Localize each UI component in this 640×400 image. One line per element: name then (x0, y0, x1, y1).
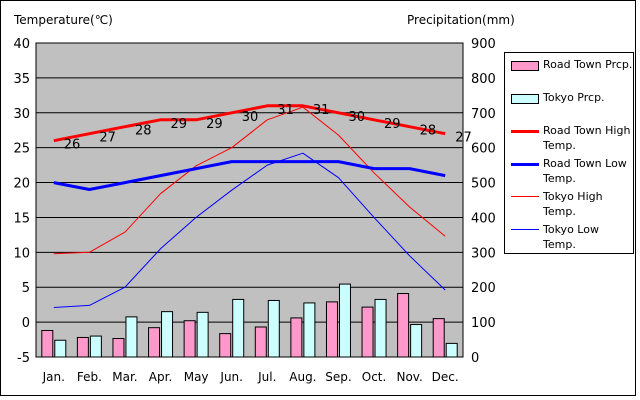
legend: Road Town Prcp. Tokyo Prcp. Road Town High… (504, 52, 634, 254)
legend-label: Tokyo Low Temp. (543, 223, 599, 251)
bar-road-town-precip (361, 306, 374, 358)
bar-tokyo-precip (196, 311, 209, 358)
left-tick-label: 10 (13, 246, 30, 261)
legend-line-swatch (511, 229, 539, 230)
legend-label: Road Town High Temp. (543, 124, 631, 152)
right-tick-label: 400 (471, 211, 496, 226)
x-tick-label: Sep. (325, 370, 351, 384)
x-tick-label: Feb. (77, 370, 102, 384)
bar-tokyo-precip (445, 342, 458, 358)
right-tick-label: 600 (471, 142, 496, 157)
x-tick-label: May (184, 370, 209, 384)
x-tick-label: Nov. (396, 370, 422, 384)
series-line-tokyo-high-temp (53, 106, 446, 255)
left-tick-label: -5 (17, 351, 30, 366)
series-line-road-town-high-temp (53, 104, 446, 143)
legend-label: Tokyo Prcp. (543, 91, 605, 104)
x-tick-label: Mar. (112, 370, 137, 384)
data-label: 28 (135, 124, 152, 139)
x-tick-label: Oct. (362, 370, 387, 384)
series-line-tokyo-low-temp (53, 152, 446, 308)
left-tick-label: 30 (13, 107, 30, 122)
x-tick-label: Apr. (149, 370, 172, 384)
data-label: 31 (277, 103, 294, 118)
left-tick-label: 5 (22, 281, 30, 296)
legend-label: Road Town Low Temp. (543, 157, 627, 185)
data-label: 30 (348, 110, 365, 125)
bar-road-town-precip (148, 327, 161, 358)
right-tick-label: 200 (471, 281, 496, 296)
bar-tokyo-precip (89, 335, 102, 358)
legend-line-swatch (511, 163, 539, 166)
data-label: 29 (384, 117, 401, 132)
right-tick-label: 800 (471, 72, 496, 87)
legend-line-swatch (511, 130, 539, 133)
data-label: 30 (242, 110, 259, 125)
right-axis-title: Precipitation(mm) (407, 13, 515, 27)
bar-tokyo-precip (338, 283, 351, 358)
x-tick-label: Aug. (289, 370, 316, 384)
right-tick-label: 100 (471, 316, 496, 331)
legend-bar-swatch (511, 61, 539, 71)
legend-bar-swatch (511, 94, 539, 104)
left-tick-label: 0 (22, 316, 30, 331)
right-tick-label: 700 (471, 107, 496, 122)
bar-road-town-precip (76, 336, 89, 358)
data-label: 29 (206, 117, 223, 132)
right-tick-label: 300 (471, 246, 496, 261)
bar-tokyo-precip (410, 324, 423, 358)
right-tick-label: 500 (471, 177, 496, 192)
legend-label: Road Town Prcp. (543, 58, 633, 71)
right-tick-label: 900 (471, 37, 496, 52)
right-tick-label: 0 (471, 351, 479, 366)
bar-road-town-precip (397, 293, 410, 358)
data-label: 27 (99, 131, 116, 146)
data-label: 28 (420, 124, 437, 139)
left-tick-label: 15 (13, 211, 30, 226)
bar-tokyo-precip (161, 311, 174, 358)
legend-line-swatch (511, 196, 539, 197)
left-tick-label: 40 (13, 37, 30, 52)
data-label: 27 (455, 131, 472, 146)
bar-road-town-precip (183, 320, 196, 358)
x-tick-label: Jun. (219, 370, 243, 384)
x-tick-label: Jul. (257, 370, 276, 384)
bar-road-town-precip (254, 326, 267, 358)
bar-tokyo-precip (374, 298, 387, 358)
bar-tokyo-precip (303, 302, 316, 358)
bar-tokyo-precip (54, 339, 67, 358)
left-tick-label: 25 (13, 142, 30, 157)
x-tick-label: Dec. (432, 370, 459, 384)
plot-area (35, 42, 464, 358)
bar-road-town-precip (112, 338, 125, 358)
legend-label: Tokyo High Temp. (543, 190, 603, 218)
bar-road-town-precip (432, 318, 445, 358)
left-axis-title: Temperature(℃) (14, 13, 113, 27)
series-line-road-town-low-temp (53, 160, 446, 191)
left-tick-label: 35 (13, 72, 30, 87)
data-label: 29 (171, 117, 188, 132)
data-label: 26 (64, 138, 81, 153)
bar-road-town-precip (290, 317, 303, 358)
x-tick-label: Jan. (42, 370, 65, 384)
bar-tokyo-precip (232, 298, 245, 358)
bar-road-town-precip (219, 333, 232, 358)
bar-road-town-precip (325, 301, 338, 358)
bar-tokyo-precip (267, 299, 280, 358)
bar-tokyo-precip (125, 316, 138, 358)
bar-road-town-precip (41, 329, 54, 358)
data-label: 31 (313, 103, 330, 118)
left-tick-label: 20 (13, 177, 30, 192)
